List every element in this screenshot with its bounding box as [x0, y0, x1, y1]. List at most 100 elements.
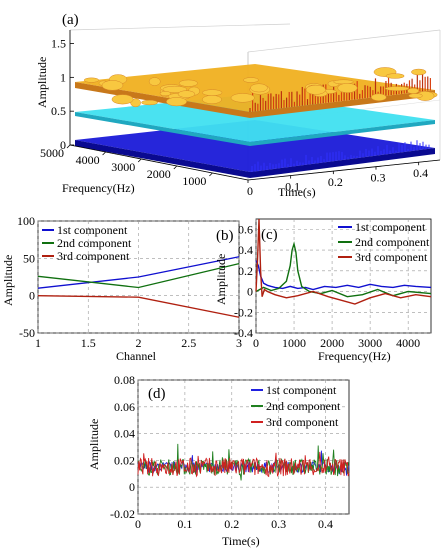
panel-a-time-ticks: 0 0.1 0.2 0.3 0.4: [247, 162, 428, 198]
x-tick-label: 2: [136, 336, 142, 350]
surface-bump: [166, 97, 188, 107]
panel-c: 0 1000 2000 3000 4000 -0.4 -0.2 0 0.2 0.4 0.6 1st …: [214, 218, 432, 363]
freq-tick-mark: [102, 151, 106, 156]
y-tick-label: 0: [129, 480, 135, 494]
x-tick-label: 0.4: [318, 517, 333, 531]
legend-entry-2: 2nd component: [57, 236, 132, 250]
x-tick-label: 2000: [320, 336, 344, 350]
freq-tick-label: 4000: [76, 153, 100, 167]
panel-c-y-label: Amplitude: [214, 254, 228, 305]
panel-c-series: [255, 218, 432, 305]
surface-bump: [202, 95, 222, 104]
x-tick-label: 3: [236, 336, 242, 350]
series-line-1: [255, 260, 432, 291]
surface-bump: [385, 73, 405, 79]
panel-d-axes: [137, 379, 350, 515]
panel-d-x-label: Time(s): [222, 534, 260, 548]
surface-bump: [141, 99, 158, 106]
surface-bump: [371, 93, 387, 101]
surface-bump: [178, 79, 198, 87]
layer-3-bumps: [83, 67, 438, 108]
z-tick-label: 0.5: [51, 104, 66, 118]
freq-tick-mark: [173, 165, 178, 170]
freq-tick-label: 2000: [147, 167, 171, 181]
y-tick-label: 0: [247, 285, 253, 299]
freq-tick-label: 3000: [111, 160, 135, 174]
panel-c-ticks: 0 1000 2000 3000 4000 -0.4 -0.2 0 0.2 0.4 0.6: [234, 222, 420, 350]
panel-a-z-ticks: 0 0.5 1 1.5: [51, 37, 74, 152]
surface-bump: [177, 90, 196, 98]
legend-entry-3: 3rd component: [266, 415, 339, 429]
layer-1-edge: [75, 140, 250, 178]
surface-bump: [407, 87, 419, 94]
panel-a-box-top: [247, 29, 441, 53]
time-tick-label: 0.1: [285, 180, 300, 194]
x-tick-label: 4000: [396, 336, 420, 350]
x-tick-label: 0: [135, 517, 141, 531]
x-tick-label: 0.1: [177, 517, 192, 531]
surface-bump: [243, 77, 259, 83]
z-tick-label: 1.5: [51, 37, 66, 51]
surface-bump: [148, 77, 161, 86]
panel-b-ticks: 1 1.5 2 2.5 3 -50 0 50 100: [17, 214, 242, 350]
panel-b-label: (b): [216, 228, 234, 244]
y-tick-label: 100: [17, 214, 35, 228]
panel-b-series: [37, 256, 240, 318]
legend-entry-3: 3rd component: [355, 250, 428, 264]
freq-tick-label: 5000: [40, 146, 64, 160]
y-tick-label: 0.4: [238, 243, 253, 257]
layer-3-edge2: [250, 90, 435, 118]
legend-entry-3: 3rd component: [57, 249, 130, 263]
layer-2-surface: [75, 94, 435, 142]
y-tick-label: 0.08: [114, 373, 135, 387]
layer-2-edge: [75, 112, 250, 146]
series-line-2: [37, 262, 240, 289]
series-line-3: [255, 218, 432, 305]
surface-bump: [250, 83, 268, 93]
panel-a-freq-axis: [69, 144, 249, 181]
panel-a-freq-ticks: 1000 2000 3000 4000 5000: [40, 144, 213, 188]
surface-bump: [83, 77, 99, 83]
layer-1-spikes: [251, 140, 430, 172]
surface-bump: [408, 93, 423, 99]
x-tick-label: 1: [35, 336, 41, 350]
x-tick-label: 0.2: [224, 517, 239, 531]
panel-c-axes: [255, 218, 432, 334]
panel-d-series: [137, 443, 350, 481]
surface-bump: [111, 94, 134, 105]
time-tick-label: 0.4: [413, 166, 428, 180]
y-tick-label: 0.2: [238, 264, 253, 278]
y-tick-label: 0.06: [114, 400, 135, 414]
legend-entry-2: 2nd component: [355, 235, 430, 249]
surface-bump: [159, 91, 171, 97]
surface-bump: [385, 86, 410, 91]
series-line-2: [255, 241, 432, 298]
x-tick-label: 0.3: [271, 517, 286, 531]
panel-b-x-label: Channel: [116, 349, 157, 363]
panel-c-label: (c): [261, 227, 278, 243]
freq-tick-mark: [209, 172, 213, 177]
z-tick-label: 1: [60, 70, 66, 84]
y-tick-label: -0.4: [234, 326, 253, 340]
y-tick-label: -0.02: [110, 507, 135, 521]
panel-a: (a) 0 0.5 1 1.5 Amplitude 1000 2000 3000 4000 5…: [35, 12, 441, 199]
time-tick-label: 0.3: [371, 171, 386, 185]
y-tick-label: 0: [29, 289, 35, 303]
freq-tick-mark: [66, 144, 71, 149]
series-line-1: [37, 256, 240, 289]
surface-bump: [162, 85, 188, 93]
legend-entry-1: 1st component: [266, 383, 337, 397]
x-tick-label: 3000: [358, 336, 382, 350]
series-line-3: [37, 295, 240, 318]
panel-c-grid: [255, 219, 431, 334]
panel-a-z-label: Amplitude: [35, 57, 49, 108]
panel-b-y-label: Amplitude: [1, 255, 15, 306]
legend-entry-2: 2nd component: [266, 399, 341, 413]
series-line-2: [137, 443, 350, 481]
y-tick-label: 0.6: [238, 222, 253, 236]
panel-a-label: (a): [62, 12, 79, 28]
